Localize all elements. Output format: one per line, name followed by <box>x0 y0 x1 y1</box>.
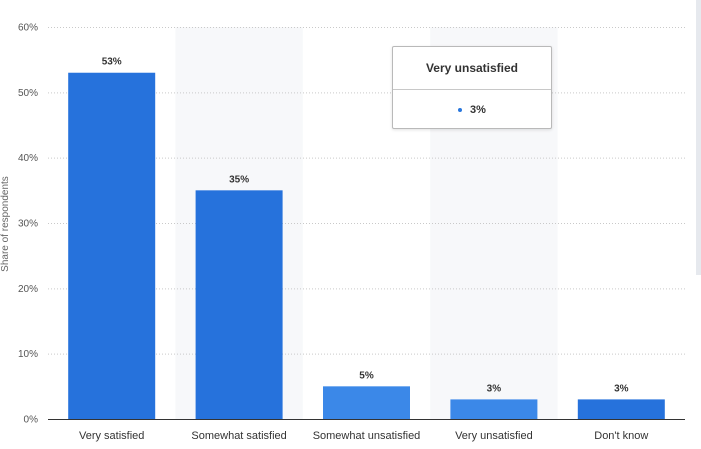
tooltip-title: Very unsatisfied <box>393 47 551 90</box>
y-tick-label: 50% <box>18 88 38 99</box>
series-dot-icon <box>458 108 463 113</box>
tooltip-value: 3% <box>470 104 486 116</box>
data-label: 53% <box>102 57 122 68</box>
data-label: 35% <box>229 174 249 185</box>
data-label: 3% <box>614 383 629 394</box>
x-axis-categories: Very satisfied Somewhat satisfied Somewhat… <box>79 430 648 442</box>
bar[interactable] <box>323 386 410 419</box>
bar-tooltip: Very unsatisfied 3% <box>392 46 552 129</box>
scrollbar-edge <box>696 0 701 275</box>
data-label: 5% <box>359 370 374 381</box>
bar[interactable] <box>577 399 665 419</box>
x-tick-label: Don't know <box>594 430 648 442</box>
y-tick-label: 0% <box>24 415 39 426</box>
y-tick-label: 60% <box>18 23 38 34</box>
bars <box>68 72 665 419</box>
gridlines <box>48 27 685 355</box>
x-tick-label: Very unsatisfied <box>455 430 533 442</box>
bar[interactable] <box>195 190 283 419</box>
y-tick-label: 40% <box>18 153 38 164</box>
bar[interactable] <box>68 72 156 419</box>
y-tick-label: 10% <box>18 349 38 360</box>
y-tick-label: 30% <box>18 219 38 230</box>
y-axis-ticks: 0% 10% 20% 30% 40% 50% 60% <box>18 23 38 426</box>
x-tick-label: Somewhat unsatisfied <box>313 430 421 442</box>
data-labels: 53% 35% 5% 3% 3% <box>102 57 629 395</box>
bar[interactable] <box>450 399 538 419</box>
tooltip-row: 3% <box>393 90 551 130</box>
x-tick-label: Very satisfied <box>79 430 144 442</box>
y-tick-label: 20% <box>18 284 38 295</box>
data-label: 3% <box>487 383 502 394</box>
y-axis-title: Share of respondents <box>0 176 11 272</box>
x-tick-label: Somewhat satisfied <box>191 430 286 442</box>
